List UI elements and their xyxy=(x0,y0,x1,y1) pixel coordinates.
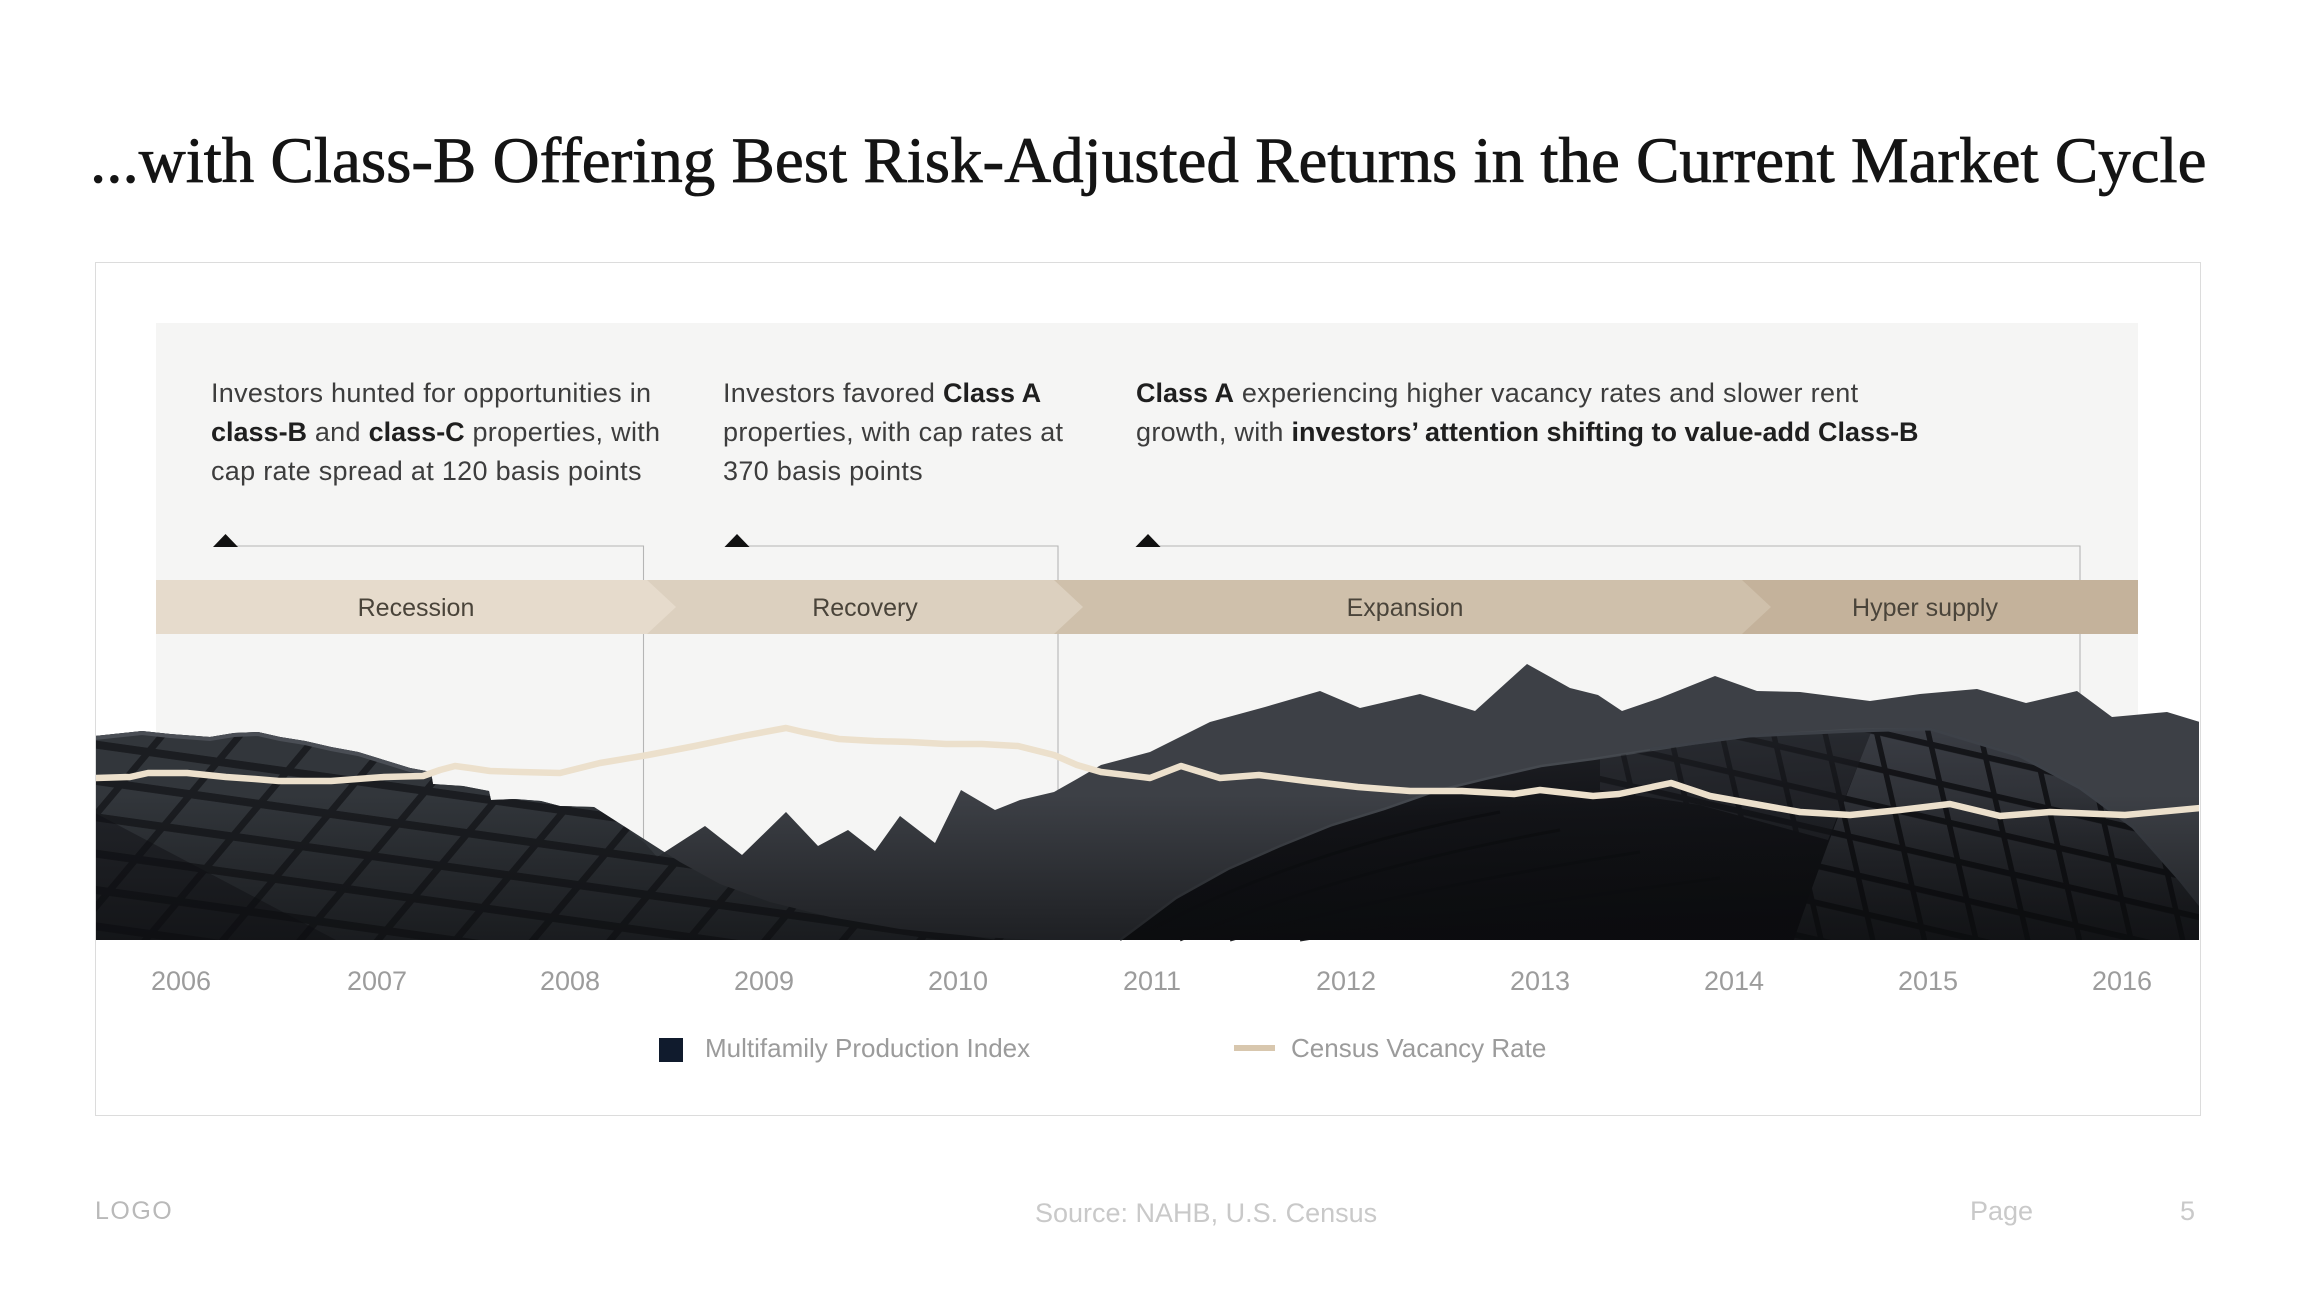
svg-text:2013: 2013 xyxy=(1510,966,1570,996)
svg-text:Expansion: Expansion xyxy=(1347,594,1464,622)
svg-text:2014: 2014 xyxy=(1704,966,1764,996)
svg-text:Hyper supply: Hyper supply xyxy=(1852,594,1998,622)
svg-text:2015: 2015 xyxy=(1898,966,1958,996)
svg-text:2008: 2008 xyxy=(540,966,600,996)
svg-text:2006: 2006 xyxy=(151,966,211,996)
svg-text:Census Vacancy Rate: Census Vacancy Rate xyxy=(1291,1033,1546,1063)
svg-text:Multifamily Production Index: Multifamily Production Index xyxy=(705,1033,1030,1063)
svg-text:2011: 2011 xyxy=(1123,966,1181,996)
svg-text:2010: 2010 xyxy=(928,966,988,996)
svg-text:2009: 2009 xyxy=(734,966,794,996)
svg-text:2007: 2007 xyxy=(347,966,407,996)
svg-text:Recession: Recession xyxy=(358,594,475,622)
svg-text:2016: 2016 xyxy=(2092,966,2152,996)
svg-text:2012: 2012 xyxy=(1316,966,1376,996)
svg-text:Recovery: Recovery xyxy=(812,594,918,622)
